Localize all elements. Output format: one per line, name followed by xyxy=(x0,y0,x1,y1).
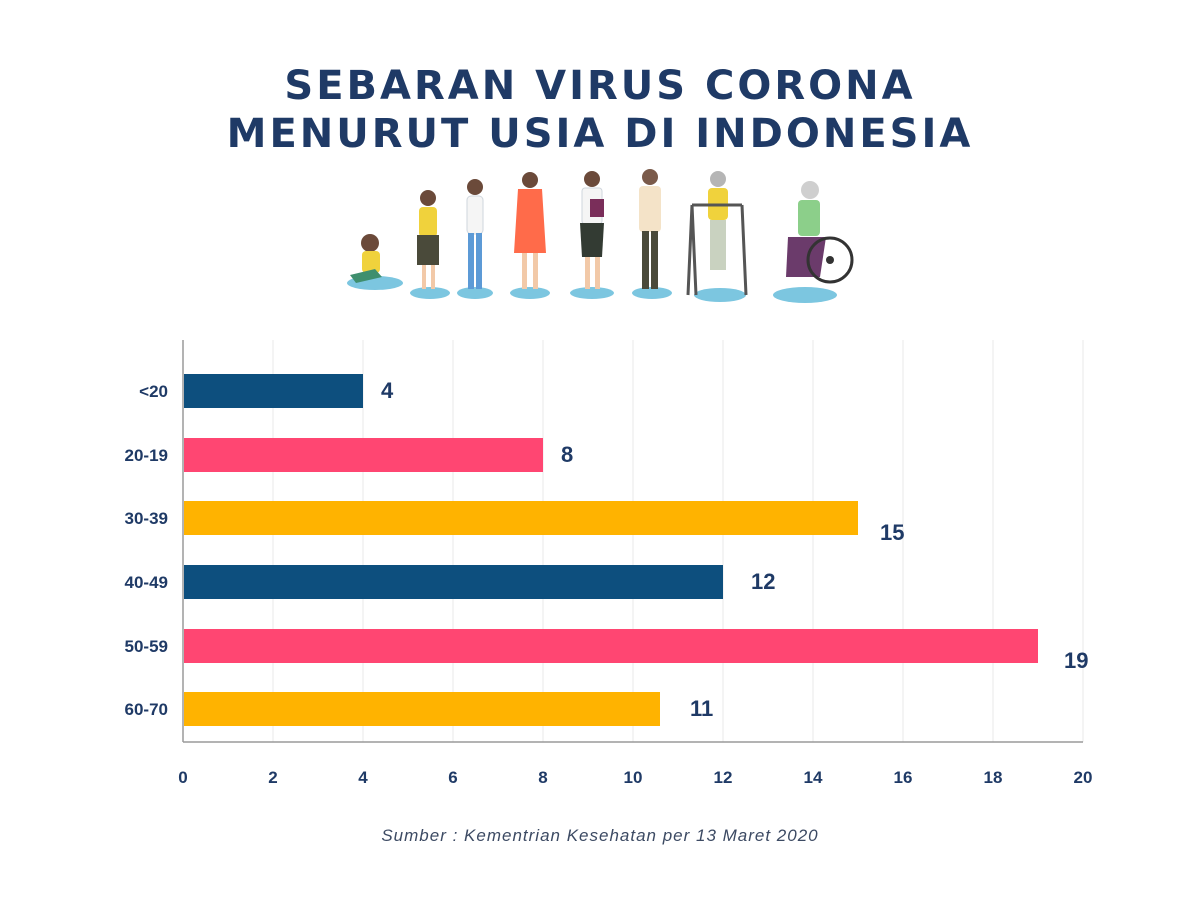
x-tick-label: 16 xyxy=(894,768,913,787)
value-label: 11 xyxy=(690,696,713,721)
x-tick-label: 4 xyxy=(358,768,368,787)
chart-title: SEBARAN VIRUS CORONA MENURUT USIA DI IND… xyxy=(0,62,1200,158)
value-label: 8 xyxy=(561,442,573,467)
person-schoolgirl-icon xyxy=(410,190,450,299)
category-label: <20 xyxy=(139,382,168,401)
x-tick-label: 18 xyxy=(984,768,1003,787)
bar-20-19 xyxy=(184,438,543,472)
value-label: 4 xyxy=(381,378,394,403)
x-tick-label: 6 xyxy=(448,768,457,787)
bar-60-70 xyxy=(184,692,660,726)
person-child-sitting-icon xyxy=(347,234,403,290)
title-line-2: MENURUT USIA DI INDONESIA xyxy=(226,111,974,157)
chart-gridlines xyxy=(272,340,1084,742)
person-middle-aged-woman-icon xyxy=(632,169,672,299)
age-progression-illustration xyxy=(347,169,854,303)
category-label: 40-49 xyxy=(125,573,168,592)
chart-bars xyxy=(184,374,1038,726)
bar-50-59 xyxy=(184,629,1038,663)
bar-40-49 xyxy=(184,565,723,599)
x-tick-label: 0 xyxy=(178,768,187,787)
category-label: 20-19 xyxy=(125,446,168,465)
person-young-woman-icon xyxy=(510,172,550,299)
x-tick-label: 20 xyxy=(1074,768,1093,787)
x-tick-label: 14 xyxy=(804,768,823,787)
category-label: 50-59 xyxy=(125,637,168,656)
x-tick-label: 10 xyxy=(624,768,643,787)
bar-<20 xyxy=(184,374,363,408)
person-office-woman-icon xyxy=(570,171,614,299)
chart-x-tick-labels: 0 2 4 6 8 10 12 14 16 18 20 xyxy=(178,768,1092,787)
category-label: 30-39 xyxy=(125,509,168,528)
x-tick-label: 2 xyxy=(268,768,277,787)
chart-category-labels: <20 20-19 30-39 40-49 50-59 60-70 xyxy=(125,382,168,719)
person-elderly-walker-icon xyxy=(686,171,748,302)
chart-value-labels: 4 8 15 12 19 11 xyxy=(381,378,1088,721)
title-line-1: SEBARAN VIRUS CORONA xyxy=(284,63,916,109)
x-tick-label: 12 xyxy=(714,768,733,787)
value-label: 12 xyxy=(751,569,775,594)
person-wheelchair-icon xyxy=(773,181,854,303)
bar-30-39 xyxy=(184,501,858,535)
value-label: 15 xyxy=(880,520,904,545)
value-label: 19 xyxy=(1064,648,1088,673)
x-tick-label: 8 xyxy=(538,768,547,787)
source-note: Sumber : Kementrian Kesehatan per 13 Mar… xyxy=(381,826,819,845)
category-label: 60-70 xyxy=(125,700,168,719)
person-teen-girl-icon xyxy=(457,179,493,299)
